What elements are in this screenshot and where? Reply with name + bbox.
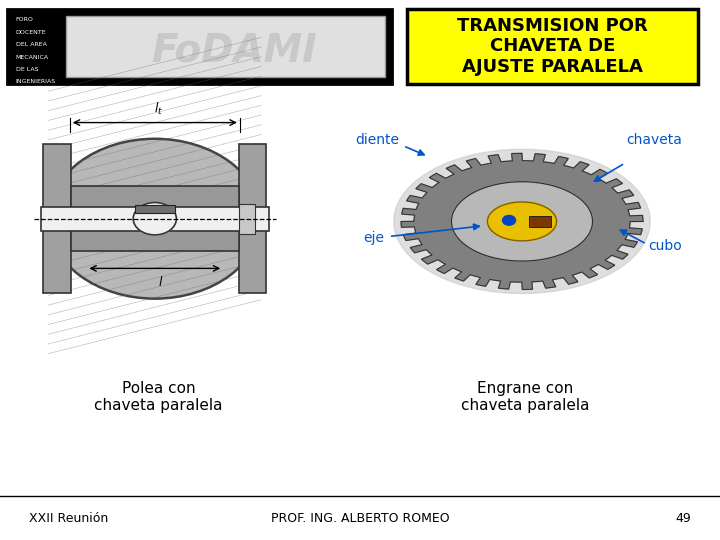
Polygon shape <box>487 202 557 241</box>
Circle shape <box>503 215 516 225</box>
Polygon shape <box>401 153 643 289</box>
FancyBboxPatch shape <box>239 204 255 234</box>
FancyBboxPatch shape <box>407 9 698 84</box>
FancyBboxPatch shape <box>7 9 392 84</box>
Circle shape <box>48 139 261 299</box>
Text: chaveta: chaveta <box>626 133 683 147</box>
Text: TRANSMISION POR
CHAVETA DE
AJUSTE PARALELA: TRANSMISION POR CHAVETA DE AJUSTE PARALE… <box>457 17 648 76</box>
Text: 49: 49 <box>675 512 691 525</box>
FancyBboxPatch shape <box>43 144 71 293</box>
FancyBboxPatch shape <box>66 16 385 77</box>
Text: DEL AREA: DEL AREA <box>16 42 47 47</box>
Circle shape <box>133 202 176 235</box>
Text: Engrane con
chaveta paralela: Engrane con chaveta paralela <box>462 381 590 413</box>
FancyBboxPatch shape <box>41 207 269 231</box>
Text: PROF. ING. ALBERTO ROMEO: PROF. ING. ALBERTO ROMEO <box>271 512 449 525</box>
FancyBboxPatch shape <box>239 144 266 293</box>
FancyBboxPatch shape <box>71 186 239 251</box>
Text: DE LAS: DE LAS <box>16 67 38 72</box>
FancyBboxPatch shape <box>135 205 175 213</box>
Text: Polea con
chaveta paralela: Polea con chaveta paralela <box>94 381 222 413</box>
Polygon shape <box>451 182 593 261</box>
Text: FoDAMI: FoDAMI <box>151 32 317 70</box>
FancyBboxPatch shape <box>529 216 551 227</box>
Text: XXII Reunión: XXII Reunión <box>29 512 108 525</box>
Text: $l_t$: $l_t$ <box>154 101 163 117</box>
Text: INGENIERIAS: INGENIERIAS <box>16 79 56 84</box>
Text: DOCENTE: DOCENTE <box>16 30 47 35</box>
Text: eje: eje <box>363 231 384 245</box>
Text: FORO: FORO <box>16 17 34 22</box>
Text: diente: diente <box>356 133 400 147</box>
Polygon shape <box>394 150 650 293</box>
Text: MECANICA: MECANICA <box>16 55 49 59</box>
Text: $l$: $l$ <box>158 275 163 289</box>
Text: cubo: cubo <box>648 239 682 253</box>
